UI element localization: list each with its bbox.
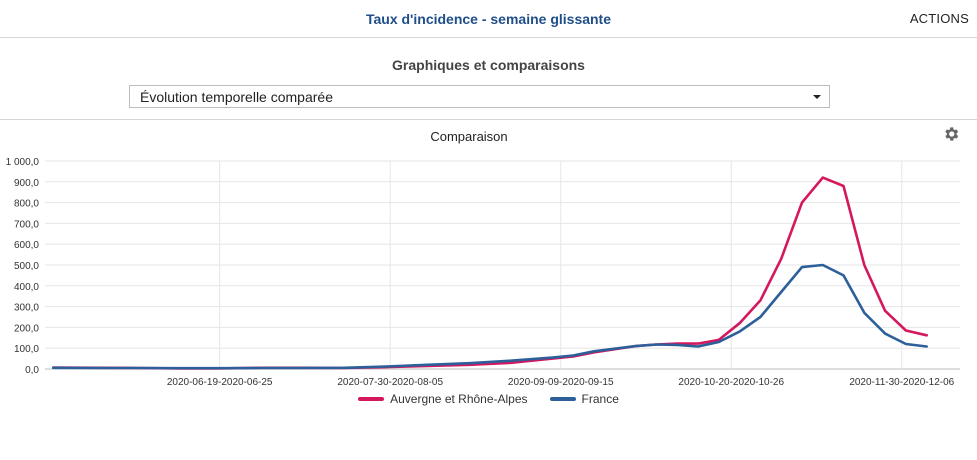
actions-menu-button[interactable]: ACTIONS: [909, 11, 969, 26]
x-tick-label: 2020-10-20-2020-10-26: [678, 377, 784, 388]
gear-icon[interactable]: [942, 125, 960, 143]
chart-grid: [45, 160, 960, 370]
y-tick-label: 800,0: [14, 199, 39, 210]
chart-type-select[interactable]: Évolution temporelle comparée: [129, 85, 830, 108]
legend-item-france[interactable]: France: [549, 392, 619, 406]
y-tick-label: 1 000,0: [6, 157, 40, 168]
chart-title: Comparaison: [430, 129, 507, 144]
y-tick-label: 300,0: [14, 303, 39, 314]
chart-type-selected-value: Évolution temporelle comparée: [140, 89, 333, 105]
chart-divider: [0, 119, 977, 120]
x-tick-label: 2020-09-09-2020-09-15: [508, 377, 614, 388]
series-line-france[interactable]: [51, 263, 929, 370]
x-tick-label: 2020-06-19-2020-06-25: [167, 377, 273, 388]
legend-swatch-france: [549, 397, 576, 401]
comparison-chart: 0,0 100,0 200,0 300,0 400,0 500,0 600,0 700,0 80…: [0, 120, 977, 420]
y-tick-label: 100,0: [14, 344, 39, 355]
y-tick-label: 700,0: [14, 219, 39, 230]
y-tick-label: 400,0: [14, 282, 39, 293]
y-tick-label: 600,0: [14, 240, 39, 251]
page-title: Taux d'incidence - semaine glissante: [365, 11, 612, 27]
comparison-chart-svg: 0,0 100,0 200,0 300,0 400,0 500,0 600,0 700,0 80…: [6, 129, 960, 388]
legend-swatch-auvergne: [358, 397, 385, 401]
legend-label-auvergne: Auvergne et Rhône-Alpes: [390, 392, 528, 406]
chevron-down-icon: [813, 95, 821, 99]
y-tick-label: 200,0: [14, 323, 39, 334]
y-tick-label: 500,0: [14, 261, 39, 272]
legend-item-auvergne[interactable]: Auvergne et Rhône-Alpes: [358, 392, 528, 406]
y-tick-label: 900,0: [14, 178, 39, 189]
x-tick-label: 2020-07-30-2020-08-05: [337, 377, 443, 388]
section-title: Graphiques et comparaisons: [392, 57, 585, 73]
chart-axes: 0,0 100,0 200,0 300,0 400,0 500,0 600,0 700,0 80…: [6, 157, 955, 388]
y-tick-label: 0,0: [25, 365, 39, 376]
legend-label-france: France: [581, 392, 619, 406]
chart-legend: Auvergne et Rhône-Alpes France: [0, 392, 977, 406]
x-tick-label: 2020-11-30-2020-12-06: [849, 377, 954, 388]
chart-series: [51, 176, 929, 370]
top-bar: Taux d'incidence - semaine glissante ACT…: [0, 0, 977, 38]
